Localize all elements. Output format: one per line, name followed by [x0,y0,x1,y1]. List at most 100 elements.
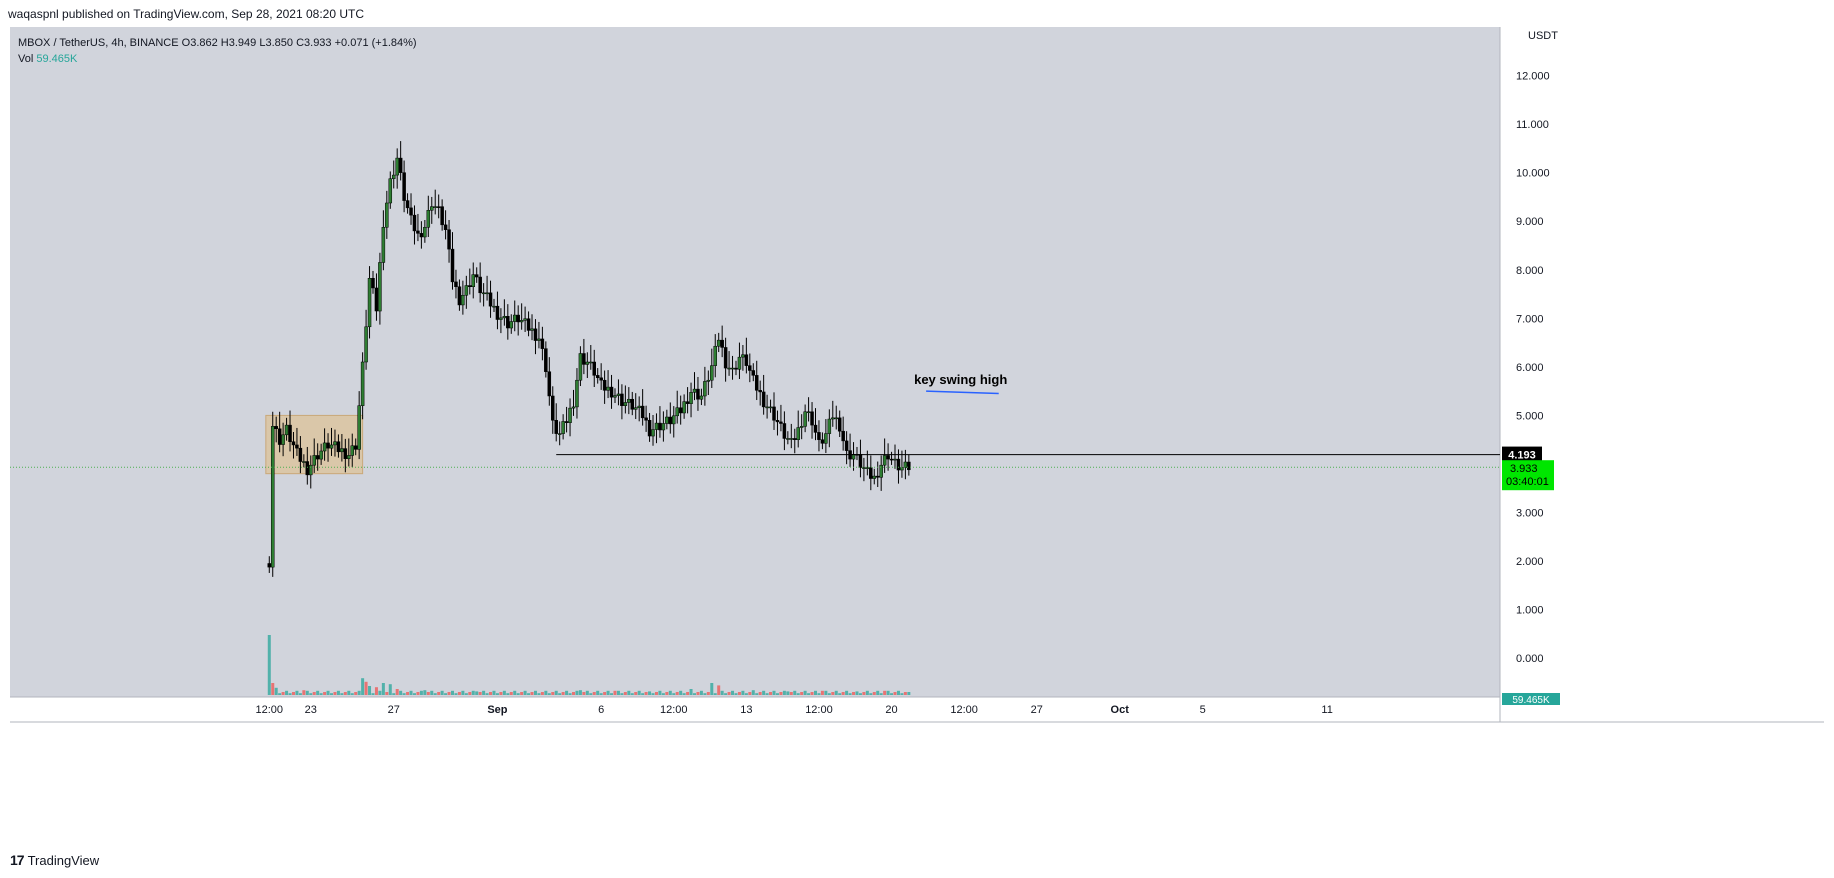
volume-bar [869,693,873,695]
y-tick-label: 5.000 [1516,410,1544,422]
volume-bar [820,690,824,695]
volume-bar [665,692,669,695]
volume-bar [388,684,392,695]
volume-bar [900,693,904,695]
volume-bar [630,693,634,695]
volume-bar [661,693,665,695]
volume-bar [865,690,869,695]
candle-body [471,274,475,287]
volume-bar [858,693,862,695]
volume-bar [506,693,510,695]
volume-bar [572,692,576,695]
volume-bar [578,690,582,695]
candle-body [789,438,794,440]
candle-body [329,444,334,449]
candle-body [499,317,503,320]
annotation-label[interactable]: key swing high [914,372,1007,387]
volume-bar [568,693,572,695]
volume-bar [475,691,479,695]
volume-bar [620,693,624,695]
volume-bar [668,690,672,695]
volume-bar [616,690,620,695]
candle-body [582,353,586,365]
volume-bar [852,692,856,695]
volume-bar [627,690,631,695]
legend-low: 3.850 [265,37,293,49]
volume-bar [547,693,551,695]
candle-body [620,393,624,406]
x-tick-label: 27 [388,704,400,716]
swing-line[interactable] [926,390,999,395]
volume-bar [288,693,292,695]
chart-frame[interactable]: USDT 12.000 11.000 10.000 9.000 8.000 7.000 6.0… [10,27,1824,847]
x-tick-label: 12:00 [660,704,688,716]
legend-volume-value: 59.465K [36,53,78,65]
candle-body [682,401,686,414]
candle-body [571,406,576,409]
volume-bar [772,690,776,695]
candle-body [537,338,541,341]
legend-open: 3.862 [190,37,218,49]
price-axis-background[interactable] [1500,27,1824,847]
volume-bar [509,692,513,695]
legend-volume-label[interactable]: Vol [18,53,34,65]
candle-body [647,420,652,437]
candle-body [744,354,749,366]
price-chart[interactable]: USDT 12.000 11.000 10.000 9.000 8.000 7.000 6.0… [10,27,1824,847]
plot-background[interactable] [10,27,1500,697]
volume-bar [786,691,790,695]
candle-body [886,455,890,460]
candle-body [347,455,351,459]
candle-body [416,230,420,234]
footer-brand[interactable]: 17 TradingView [10,852,99,868]
candle-body [551,395,555,421]
volume-bar [374,687,378,695]
candle-body [786,438,790,440]
volume-bar [813,690,817,695]
volume-bar [769,692,773,695]
candle-body [713,345,717,366]
candle-body [423,227,427,238]
candle-body [336,441,341,453]
y-tick-label: 8.000 [1516,265,1544,277]
legend-close: 3.933 [304,37,332,49]
volume-bar [540,692,544,695]
volume-bar [426,692,430,695]
volume-bar [357,690,361,695]
legend-close-label: C [296,37,305,49]
candle-body [862,467,866,469]
y-tick-label: 2.000 [1516,556,1544,568]
candle-body [592,361,596,376]
support-price-label: 4.193 [1508,450,1536,462]
volume-bar [744,693,748,695]
volume-bar [316,690,320,695]
candle-body [564,421,569,423]
candle-body [672,415,676,425]
x-tick-label: 23 [305,704,317,716]
legend-symbol[interactable]: MBOX / TetherUS, 4h, BINANCE [18,37,179,49]
volume-bar [675,692,679,695]
volume-bar [862,692,866,695]
candle-body [561,421,565,434]
candle-body [381,227,386,263]
volume-bar [734,693,738,695]
candle-body [485,292,489,295]
price-axis-currency: USDT [1528,30,1558,42]
candle-body [430,206,434,211]
candle-body [436,206,441,208]
candle-body [775,420,780,423]
candle-body [692,388,697,393]
candle-body [474,274,479,278]
volume-bar [267,635,271,695]
candle-body [761,391,766,408]
candle-body [492,305,496,308]
volume-bar [775,693,779,695]
candle-body [720,339,724,348]
chart-legend: MBOX / TetherUS, 4h, BINANCE O3.862 H3.9… [18,35,417,67]
candle-body [312,455,316,466]
volume-bar [876,690,880,695]
volume-bar [464,693,468,695]
candle-body [364,326,368,363]
candle-body [889,458,894,461]
volume-bar [848,693,852,695]
